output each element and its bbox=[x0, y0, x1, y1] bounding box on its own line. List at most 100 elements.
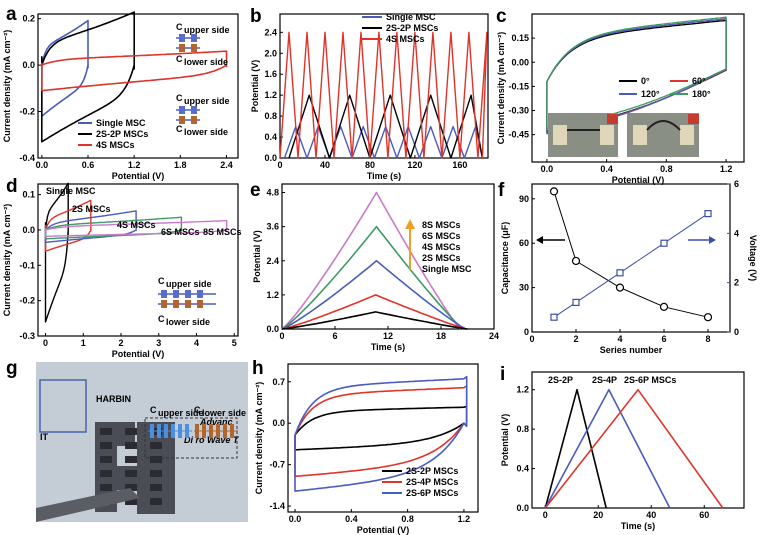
y-tick-label: 30 bbox=[519, 283, 529, 293]
device-cell bbox=[125, 484, 137, 491]
series-annotation-3: 6S MSCs bbox=[161, 227, 200, 237]
x-tick-label: 1.2 bbox=[720, 164, 733, 174]
clamp-right-1 bbox=[600, 125, 614, 145]
plot-frame bbox=[37, 183, 239, 337]
clamp-left-1 bbox=[553, 125, 567, 145]
x-tick-label: 24 bbox=[489, 331, 499, 341]
y-tick-label: -0.2 bbox=[19, 107, 35, 117]
capacitor-cell bbox=[161, 300, 167, 308]
legend-label: Single MSC bbox=[386, 12, 436, 22]
legend-label: 2S-2P MSCs bbox=[406, 466, 458, 476]
series-annotation-0: Single MSC bbox=[46, 186, 96, 196]
panel-h: 0.0 0.4 0.8 1.2 -1.4 -0.7 0.0 0.7 Potential (V) C… bbox=[254, 363, 479, 535]
increase-arrow-head bbox=[405, 219, 415, 229]
legend-label: Single MSC bbox=[422, 264, 472, 274]
capacitor-cell bbox=[161, 290, 167, 298]
arrow-left-head bbox=[536, 236, 543, 244]
cap-sub-upper: upper side bbox=[166, 279, 212, 289]
x-tick-label: 0 bbox=[543, 510, 548, 520]
y-tick-label: 0.4 bbox=[264, 132, 277, 142]
cv-array-2 bbox=[294, 375, 468, 492]
plot-frame bbox=[531, 13, 745, 163]
x-axis-title: Time (s) bbox=[371, 342, 405, 352]
legend-label: 2S-2P MSCs bbox=[96, 129, 148, 139]
y-tick-label: -0.30 bbox=[508, 106, 529, 116]
series-annotation-2: 4S MSCs bbox=[117, 220, 156, 230]
gcd-series-0 bbox=[281, 191, 462, 330]
gcd-array-0 bbox=[544, 388, 607, 509]
plot-frame bbox=[287, 363, 479, 513]
x-axis-title: Potential (V) bbox=[112, 171, 165, 181]
x-axis-title: Series number bbox=[600, 345, 663, 355]
device-cell bbox=[150, 470, 162, 477]
panel-letter-a: a bbox=[6, 4, 17, 25]
photo-text-advanc: Advanc bbox=[199, 417, 233, 427]
legend-label: 8S MSCs bbox=[422, 220, 461, 230]
legend-label: 2S MSCs bbox=[422, 253, 461, 263]
y-tick-label: 60 bbox=[519, 238, 529, 248]
legend-label: 180° bbox=[692, 89, 711, 99]
panel-letter-c: c bbox=[496, 6, 507, 27]
y-tick-label: 0.0 bbox=[22, 225, 35, 235]
cv-series-4 bbox=[44, 219, 228, 237]
capacitance-point bbox=[615, 283, 625, 292]
gcd-curve-2s-2p-mscs bbox=[288, 94, 484, 159]
legend-label: 4S MSCs bbox=[386, 34, 425, 44]
x-tick-label: 0 bbox=[277, 160, 282, 170]
capacitor-cell bbox=[191, 106, 197, 114]
panel-d: 0 1 2 3 4 5 -0.3 -0.2 -0.1 0.0 0.1 Potential (V) Cur… bbox=[2, 182, 242, 359]
x-tick-label: 12 bbox=[383, 331, 393, 341]
cv-array-1 bbox=[294, 385, 468, 478]
legend-label: 2S-2P MSCs bbox=[386, 23, 438, 33]
capacitor-cell bbox=[179, 34, 185, 42]
plot-frame bbox=[37, 13, 239, 159]
y-tick-label: -0.4 bbox=[19, 153, 35, 163]
gcd-array-1 bbox=[544, 388, 671, 509]
y-tick-label: -0.1 bbox=[19, 260, 35, 270]
gcd-series-2 bbox=[281, 260, 467, 330]
device-cell bbox=[100, 442, 112, 449]
y2-tick-label: 2 bbox=[734, 278, 739, 288]
device-cell bbox=[125, 498, 137, 505]
x-tick-label: 4 bbox=[617, 334, 622, 344]
y-tick-label: -0.45 bbox=[508, 130, 529, 140]
y-tick-label: 2.4 bbox=[264, 27, 277, 37]
device-cell bbox=[150, 456, 162, 463]
voltage-point bbox=[550, 313, 558, 321]
y-axis-title: Current density (mA cm⁻²) bbox=[2, 30, 12, 142]
legend-label: 6S MSCs bbox=[422, 231, 461, 241]
x-tick-label: 1.2 bbox=[458, 514, 471, 524]
cap-sub-lower-2: lower side bbox=[184, 127, 228, 137]
cap-sub-upper-2: upper side bbox=[184, 96, 230, 106]
device-cell bbox=[100, 456, 112, 463]
cap-symbol-upper: C bbox=[176, 22, 183, 32]
cv-curve-single-msc bbox=[41, 19, 89, 117]
x-tick-label: 0.8 bbox=[401, 514, 414, 524]
voltage-point bbox=[704, 210, 712, 218]
x-tick-label: 40 bbox=[646, 510, 656, 520]
y-tick-label: 2.4 bbox=[266, 256, 279, 266]
capacitor-cell bbox=[197, 290, 203, 298]
capacitor-cell bbox=[185, 290, 191, 298]
y-axis-title: Potential (V) bbox=[250, 60, 260, 113]
legend-label: 60° bbox=[692, 76, 706, 86]
cv-series-1 bbox=[44, 199, 92, 252]
y-tick-label: 0.8 bbox=[516, 424, 529, 434]
y-tick-label: 1.6 bbox=[264, 69, 277, 79]
photo-cap-upper: C bbox=[150, 405, 157, 415]
capacitance-point bbox=[549, 187, 559, 196]
x-tick-label: 1 bbox=[81, 338, 86, 348]
y-tick-label: 0.0 bbox=[22, 60, 35, 70]
y-tick-label: 2.0 bbox=[264, 48, 277, 58]
capacitor-cell bbox=[191, 116, 197, 124]
x-tick-label: 0.0 bbox=[289, 514, 302, 524]
capacitor-cell bbox=[173, 290, 179, 298]
device-cell bbox=[125, 442, 137, 449]
panel-i: 0 20 40 60 0.0 0.4 0.8 1.2 Time (s) Potential (V)… bbox=[500, 371, 745, 531]
voltage-point bbox=[660, 239, 668, 247]
photo-text-harbin: HARBIN bbox=[96, 394, 131, 404]
cv-curve-4s-mscs bbox=[41, 50, 228, 92]
panel-letter-g: g bbox=[6, 358, 18, 379]
panel-letter-h: h bbox=[252, 358, 264, 379]
series-annotation-4: 8S MSCs bbox=[203, 227, 242, 237]
